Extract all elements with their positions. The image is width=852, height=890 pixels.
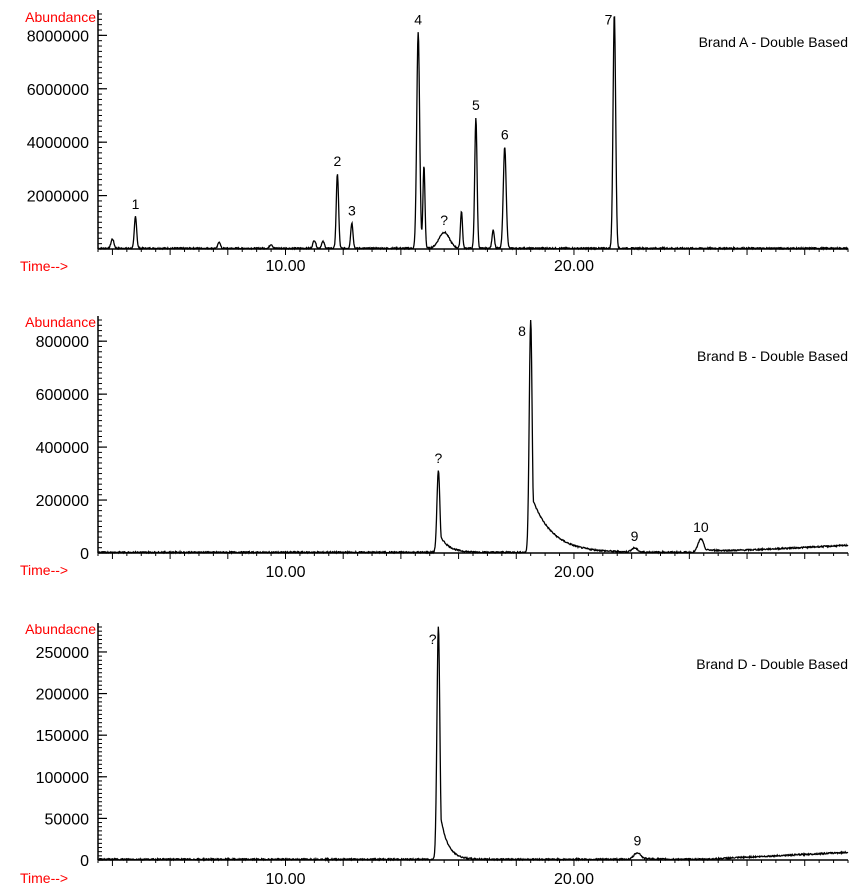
- x-axis-title: Time-->: [20, 562, 68, 578]
- chromatogram-trace: [97, 626, 849, 862]
- x-tick-label: 20.00: [554, 871, 594, 888]
- brand-legend: Brand A - Double Based: [699, 34, 848, 50]
- x-axis-title: Time-->: [20, 258, 68, 274]
- y-tick-label: 4000000: [27, 135, 89, 152]
- y-tick-label: 0: [80, 853, 89, 870]
- x-tick-label: 10.00: [265, 564, 305, 581]
- y-tick-label: 0: [80, 546, 89, 563]
- peak-label: 9: [634, 832, 642, 848]
- y-axis-title: Abundance: [25, 314, 96, 330]
- x-tick-label: 20.00: [554, 258, 594, 275]
- peak-label: ?: [434, 450, 442, 466]
- brand-legend: Brand B - Double Based: [697, 348, 848, 364]
- y-tick-label: 800000: [36, 334, 89, 351]
- y-axis-title: Abundance: [25, 9, 96, 25]
- chromatogram-trace: [97, 319, 849, 555]
- y-tick-label: 400000: [36, 440, 89, 457]
- y-tick-label: 250000: [36, 645, 89, 662]
- y-tick-label: 6000000: [27, 82, 89, 99]
- y-tick-label: 8000000: [27, 28, 89, 45]
- y-tick-label: 600000: [36, 387, 89, 404]
- peak-label: 7: [605, 12, 613, 28]
- y-axis-title: Abundacne: [25, 621, 96, 637]
- x-axis-title: Time-->: [20, 870, 68, 886]
- peak-label: 5: [472, 97, 480, 113]
- peak-label: 1: [132, 196, 140, 212]
- peak-label: 9: [631, 528, 639, 544]
- chart-panel-1: 2000000 4000000 6000000 8000000 10.00 20.00 Ab…: [20, 9, 849, 275]
- peak-label: 10: [693, 519, 709, 535]
- chart-panel-2: 0 200000 400000 600000 800000 10.00 20.00 Abund…: [20, 314, 849, 581]
- x-tick-label: 10.00: [265, 258, 305, 275]
- y-tick-label: 100000: [36, 770, 89, 787]
- x-tick-label: 20.00: [554, 564, 594, 581]
- y-tick-label: 200000: [36, 493, 89, 510]
- brand-legend: Brand D - Double Based: [696, 656, 848, 672]
- peak-label: 2: [334, 153, 342, 169]
- x-tick-label: 10.00: [265, 871, 305, 888]
- peak-label: 4: [414, 12, 422, 28]
- y-tick-label: 150000: [36, 728, 89, 745]
- chart-panel-3: 0 50000 100000 150000 200000 250000 10.00 20.00…: [20, 621, 849, 888]
- chromatogram-trace: [97, 16, 849, 251]
- y-tick-label: 2000000: [27, 189, 89, 206]
- peak-label: 8: [518, 323, 526, 339]
- peak-label: ?: [440, 212, 448, 228]
- peak-label: ?: [429, 631, 437, 647]
- y-tick-label: 200000: [36, 687, 89, 704]
- peak-label: 6: [501, 127, 509, 143]
- y-tick-label: 50000: [45, 811, 90, 828]
- peak-label: 3: [348, 203, 356, 219]
